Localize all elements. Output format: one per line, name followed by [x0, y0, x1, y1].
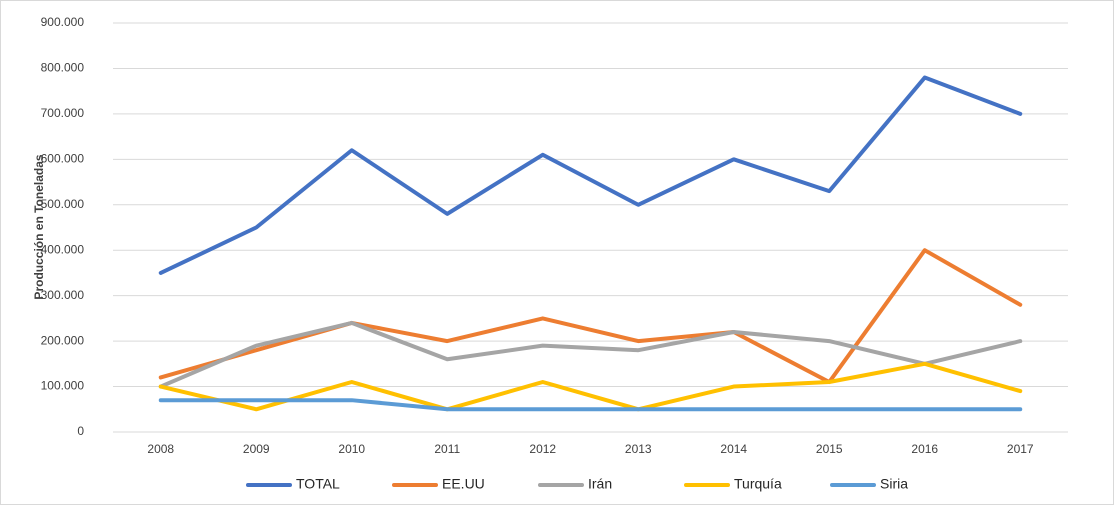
- legend-label: EE.UU: [442, 476, 485, 492]
- y-tick-label: 600.000: [41, 152, 85, 166]
- y-tick-label: 200.000: [41, 333, 85, 347]
- x-tick-label: 2016: [911, 442, 938, 456]
- y-tick-label: 900.000: [41, 15, 85, 29]
- series-line: [158, 361, 1023, 412]
- y-tick-label: 500.000: [41, 197, 85, 211]
- y-tick-label: 700.000: [41, 106, 85, 120]
- x-tick-label: 2008: [147, 442, 174, 456]
- x-tick-label: 2010: [338, 442, 365, 456]
- y-tick-label: 800.000: [41, 61, 85, 75]
- x-tick-label: 2013: [625, 442, 652, 456]
- x-tick-label: 2009: [243, 442, 270, 456]
- legend-label: Turquía: [734, 476, 782, 492]
- x-tick-label: 2011: [434, 442, 460, 456]
- legend-label: Irán: [588, 476, 612, 492]
- y-tick-label: 400.000: [41, 242, 85, 256]
- y-axis-label: Producción en Toneladas: [32, 154, 46, 299]
- x-tick-label: 2014: [720, 442, 747, 456]
- legend-label: TOTAL: [296, 476, 340, 492]
- y-tick-label: 0: [77, 424, 84, 438]
- series-line: [158, 320, 1023, 389]
- series-line: [158, 248, 1023, 385]
- x-tick-label: 2015: [816, 442, 843, 456]
- series-line: [158, 398, 1023, 412]
- y-tick-label: 300.000: [41, 288, 85, 302]
- y-tick-label: 100.000: [41, 379, 85, 393]
- legend-label: Siria: [880, 476, 908, 492]
- x-tick-label: 2012: [529, 442, 556, 456]
- series-line: [158, 75, 1023, 275]
- x-tick-label: 2017: [1007, 442, 1034, 456]
